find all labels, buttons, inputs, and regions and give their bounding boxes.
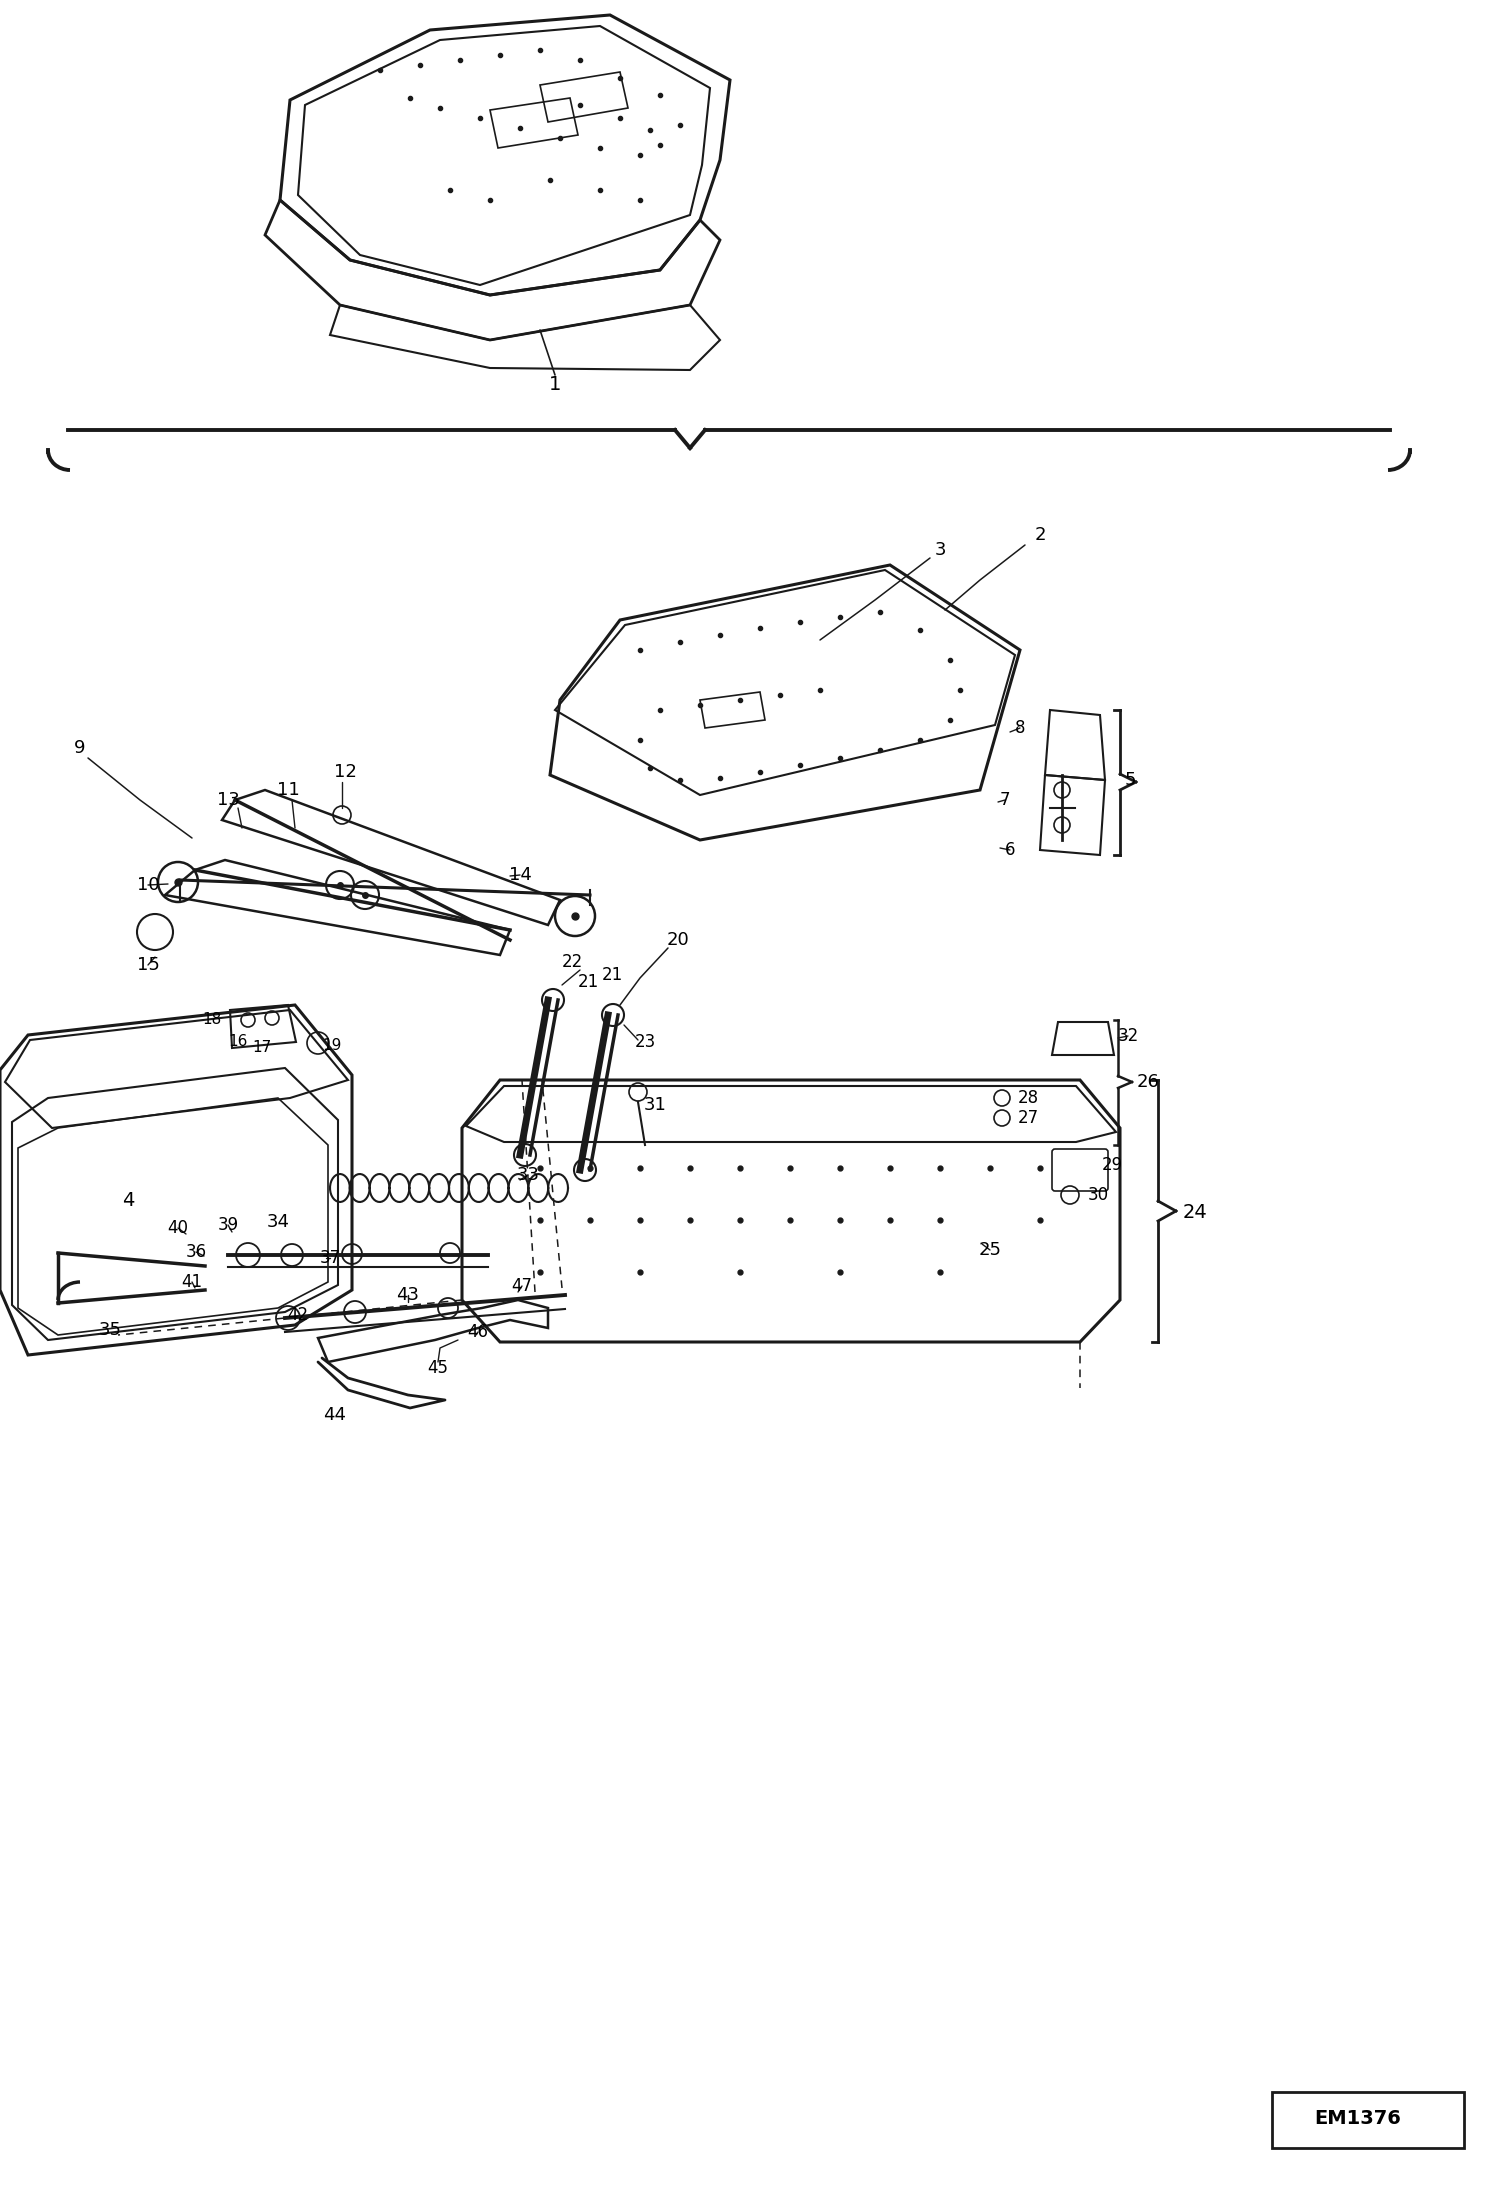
Text: 21: 21: [577, 972, 599, 992]
Text: 7: 7: [999, 792, 1010, 810]
Text: 17: 17: [252, 1040, 271, 1055]
Text: 10: 10: [136, 875, 159, 893]
Text: 11: 11: [277, 781, 300, 799]
Text: 23: 23: [634, 1033, 656, 1051]
Text: 45: 45: [427, 1358, 448, 1378]
Text: 33: 33: [517, 1165, 539, 1185]
Text: 41: 41: [181, 1273, 202, 1290]
Text: 5: 5: [1125, 770, 1135, 790]
Text: 44: 44: [324, 1406, 346, 1424]
Text: 3: 3: [935, 542, 945, 559]
Text: 35: 35: [99, 1321, 121, 1338]
Text: 13: 13: [217, 792, 240, 810]
Text: 46: 46: [467, 1323, 488, 1341]
Text: 25: 25: [978, 1242, 1002, 1259]
Text: 27: 27: [1017, 1108, 1038, 1128]
Text: 28: 28: [1017, 1088, 1038, 1108]
Text: 36: 36: [186, 1244, 207, 1262]
Text: 20: 20: [667, 930, 689, 950]
Text: 4: 4: [121, 1191, 135, 1209]
Text: 12: 12: [334, 764, 357, 781]
Text: 43: 43: [397, 1286, 419, 1303]
Text: 29: 29: [1101, 1156, 1122, 1174]
Text: 34: 34: [267, 1213, 289, 1231]
Text: 26: 26: [1137, 1073, 1159, 1090]
Text: 18: 18: [202, 1011, 222, 1027]
Text: 32: 32: [1118, 1027, 1138, 1044]
Text: 39: 39: [217, 1215, 238, 1233]
Text: 40: 40: [168, 1220, 189, 1237]
Text: 2: 2: [1034, 527, 1046, 544]
Text: 1: 1: [548, 375, 562, 395]
Text: 24: 24: [1182, 1202, 1207, 1222]
Text: 9: 9: [75, 739, 85, 757]
Text: 37: 37: [319, 1248, 340, 1266]
Text: 21: 21: [601, 965, 623, 983]
Text: 14: 14: [508, 867, 532, 884]
Text: 15: 15: [136, 957, 159, 974]
Text: 8: 8: [1014, 720, 1025, 737]
Text: 31: 31: [644, 1097, 667, 1115]
Text: 16: 16: [228, 1036, 247, 1049]
Text: EM1376: EM1376: [1315, 2108, 1402, 2128]
Text: 19: 19: [322, 1038, 342, 1053]
Text: 47: 47: [511, 1277, 532, 1294]
Text: 30: 30: [1088, 1187, 1109, 1205]
Text: 6: 6: [1005, 840, 1016, 860]
Bar: [1272, 2093, 1464, 2148]
Text: 42: 42: [288, 1305, 309, 1323]
Text: 22: 22: [562, 952, 583, 972]
